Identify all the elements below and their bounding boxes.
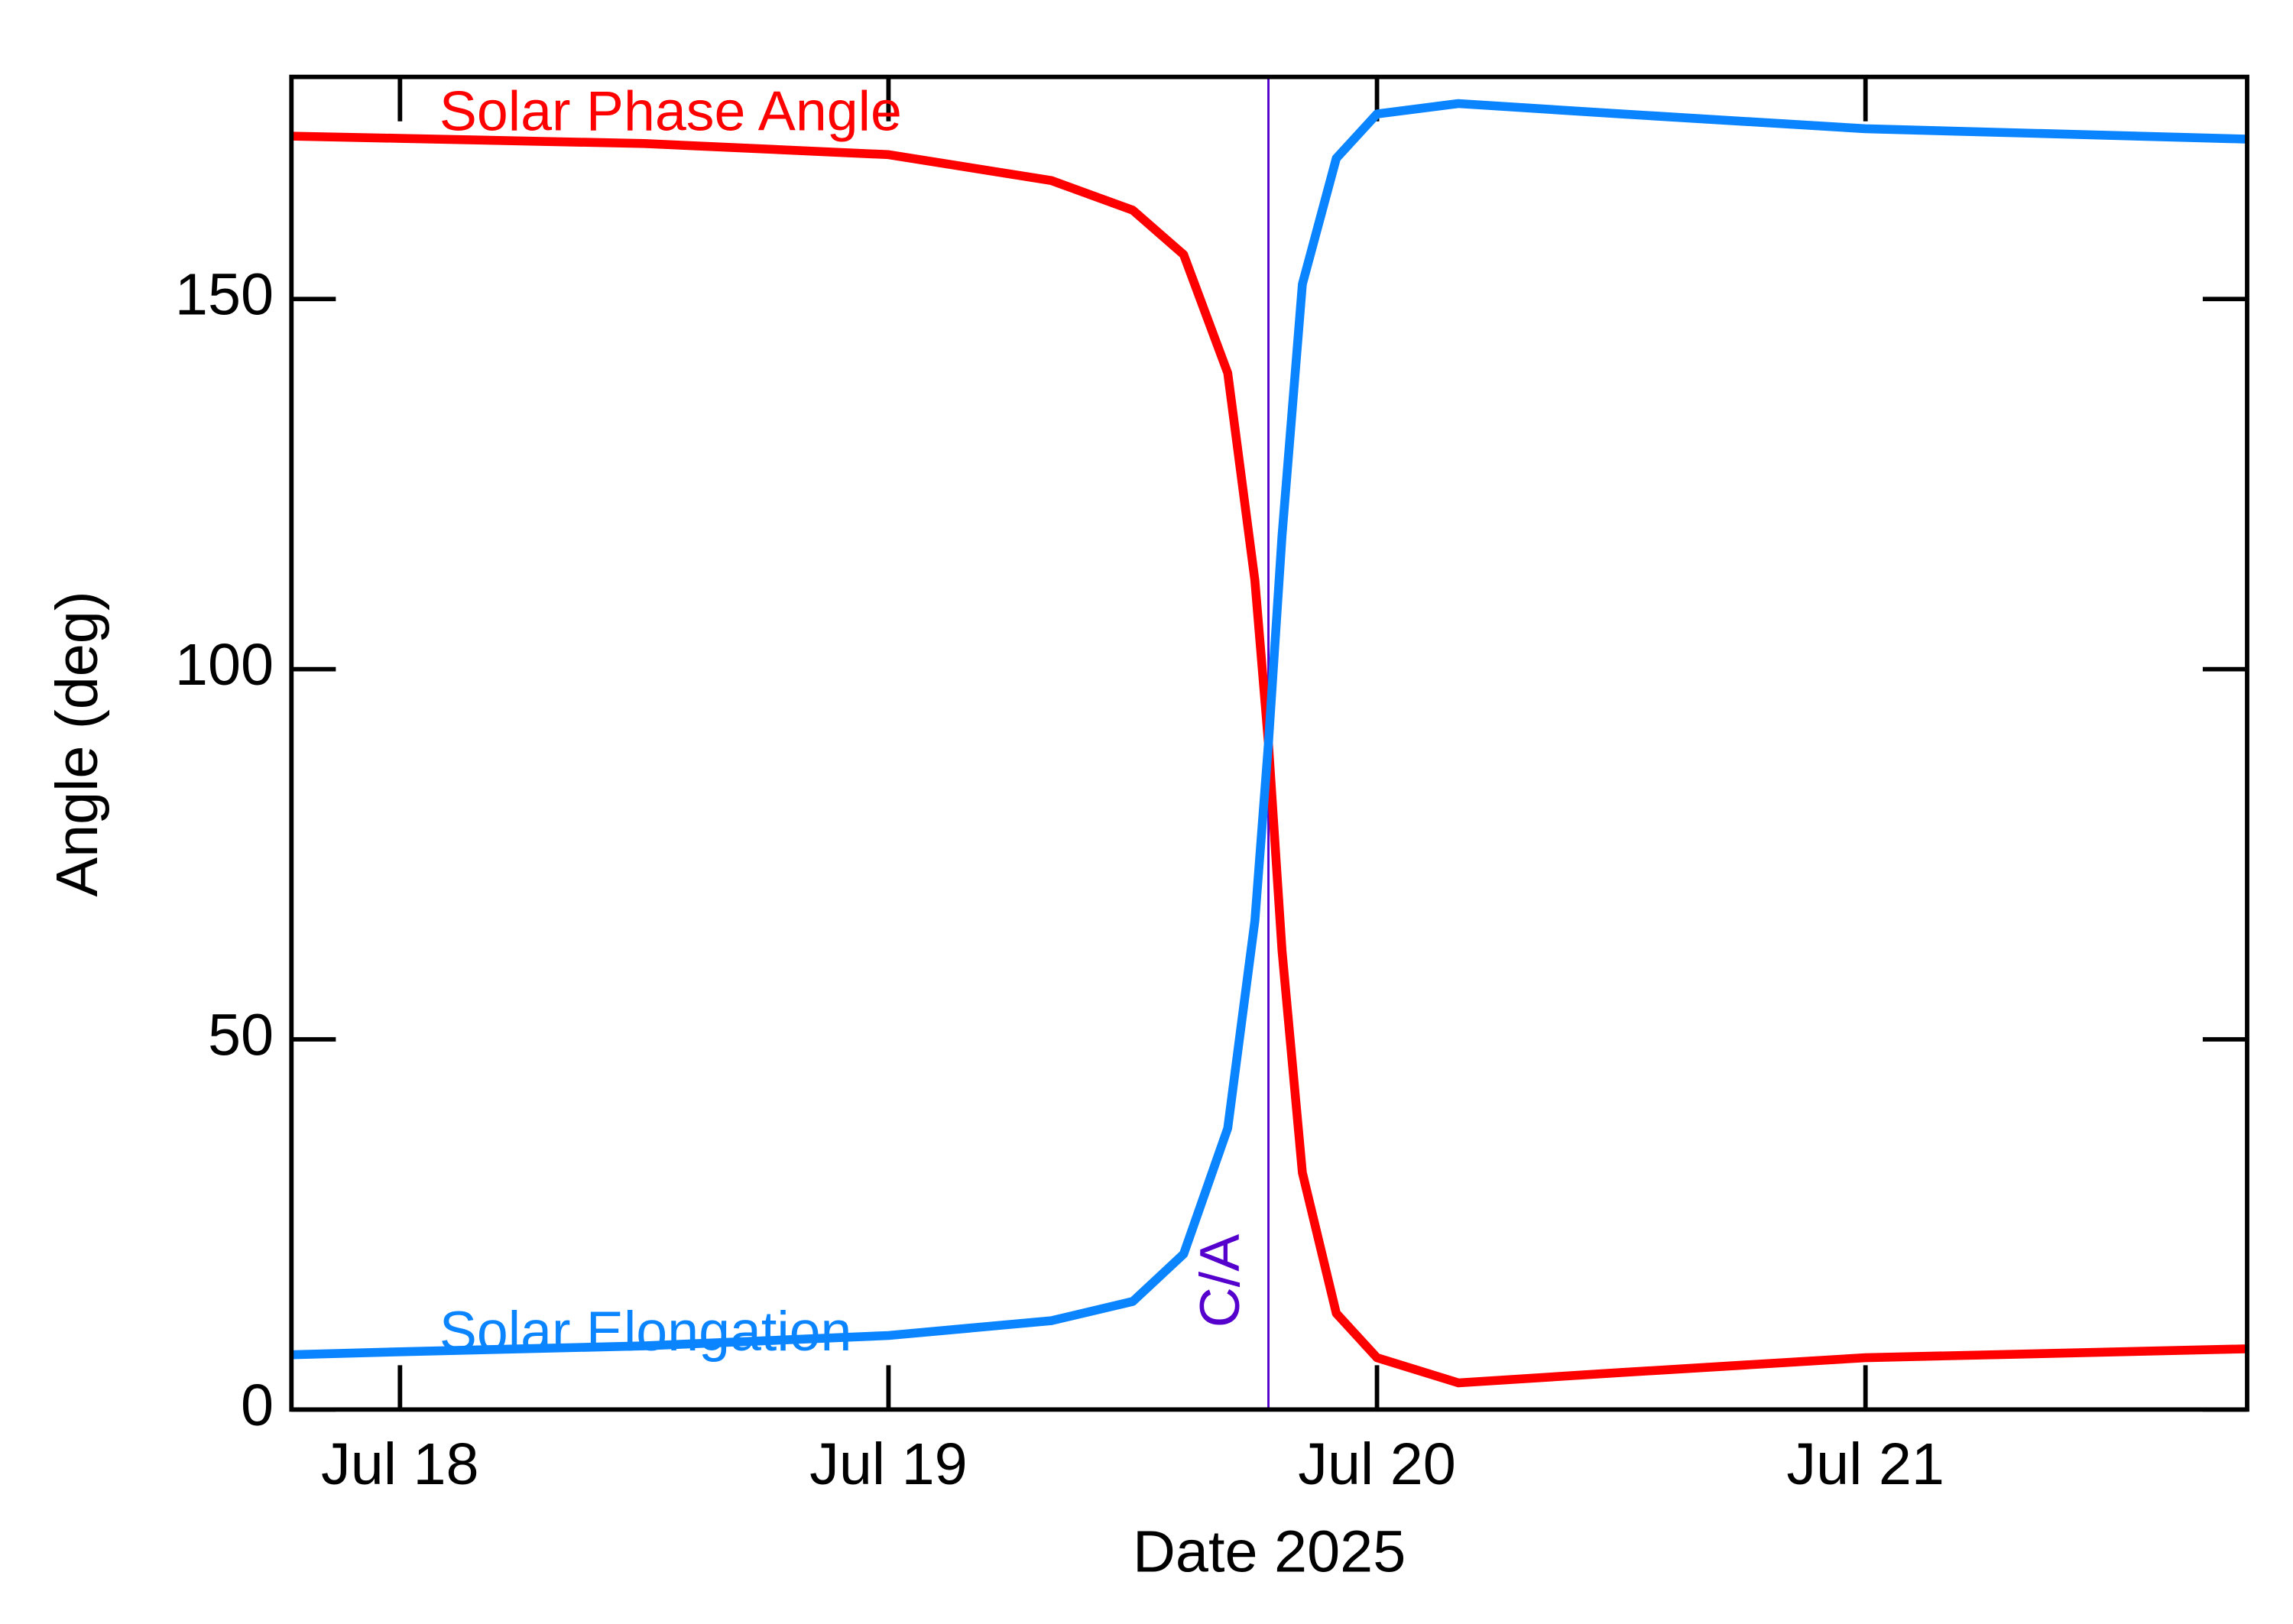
y-tick-label: 150	[175, 262, 274, 328]
series-label: Solar Phase Angle	[439, 79, 902, 142]
y-tick-label: 100	[175, 632, 274, 698]
series-line	[291, 131, 2248, 1388]
annotation-label: C/A	[1188, 1234, 1251, 1328]
y-tick-label: 50	[208, 1002, 274, 1068]
x-tick-label: Jul 18	[321, 1431, 479, 1497]
y-axis-label: Angle (deg)	[44, 591, 110, 896]
series-label: Solar Elongation	[439, 1299, 852, 1363]
x-tick-label: Jul 20	[1298, 1431, 1456, 1497]
x-tick-label: Jul 21	[1786, 1431, 1944, 1497]
plot-frame	[289, 74, 2249, 1412]
y-tick-label: 0	[241, 1373, 274, 1438]
x-tick-label: Jul 19	[809, 1431, 968, 1497]
series-line	[291, 99, 2248, 1360]
x-axis-label: Date 2025	[1133, 1519, 1406, 1584]
